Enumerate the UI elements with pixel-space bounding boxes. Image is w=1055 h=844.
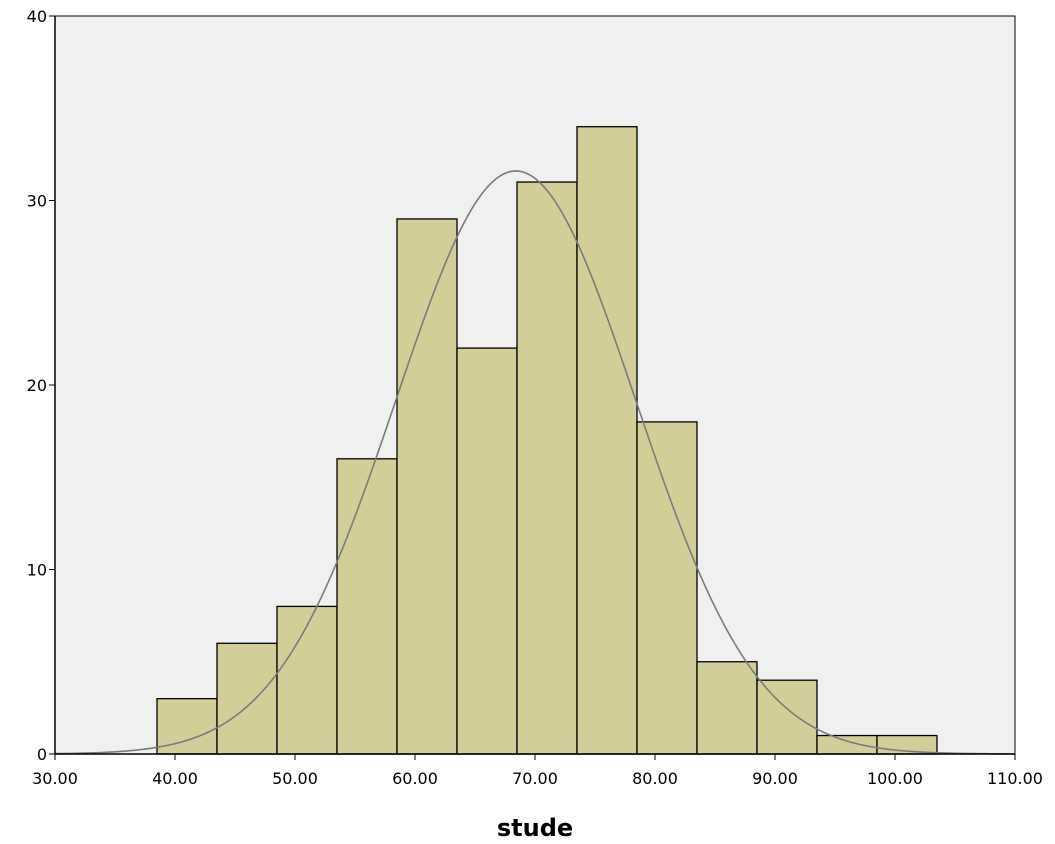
histogram-bar-12 — [816, 734, 878, 755]
x-tick-label: 90.00 — [752, 769, 798, 788]
histogram-bar-3 — [276, 605, 338, 755]
histogram-bar-10 — [696, 661, 758, 755]
x-tick-label: 100.00 — [867, 769, 923, 788]
y-axis-ticks: 0 10 20 30 40 — [27, 7, 55, 764]
x-tick-label: 80.00 — [632, 769, 678, 788]
histogram-bar-6 — [456, 347, 518, 755]
histogram-bar-9 — [636, 421, 698, 755]
x-tick-label: 60.00 — [392, 769, 438, 788]
y-tick-label: 20 — [27, 376, 47, 395]
histogram-bar-7 — [516, 181, 578, 755]
histogram-bar-5 — [396, 218, 458, 755]
histogram-bar-11 — [756, 679, 818, 755]
histogram-bar-2 — [216, 642, 278, 755]
x-tick-label: 40.00 — [152, 769, 198, 788]
bar-group — [156, 126, 938, 755]
x-tick-label: 50.00 — [272, 769, 318, 788]
x-axis-title: stude — [497, 814, 573, 842]
histogram-bar-4 — [336, 458, 398, 755]
x-axis-ticks: 30.00 40.00 50.00 60.00 70.00 80.00 90.00 100.0… — [32, 754, 1043, 788]
histogram-bar-8 — [576, 126, 638, 755]
y-tick-label: 10 — [27, 561, 47, 580]
x-tick-label: 70.00 — [512, 769, 558, 788]
x-tick-label: 110.00 — [987, 769, 1043, 788]
x-tick-label: 30.00 — [32, 769, 78, 788]
y-tick-label: 40 — [27, 7, 47, 26]
y-tick-label: 30 — [27, 192, 47, 211]
y-tick-label: 0 — [37, 745, 47, 764]
normal-distribution-curve — [54, 170, 1016, 755]
